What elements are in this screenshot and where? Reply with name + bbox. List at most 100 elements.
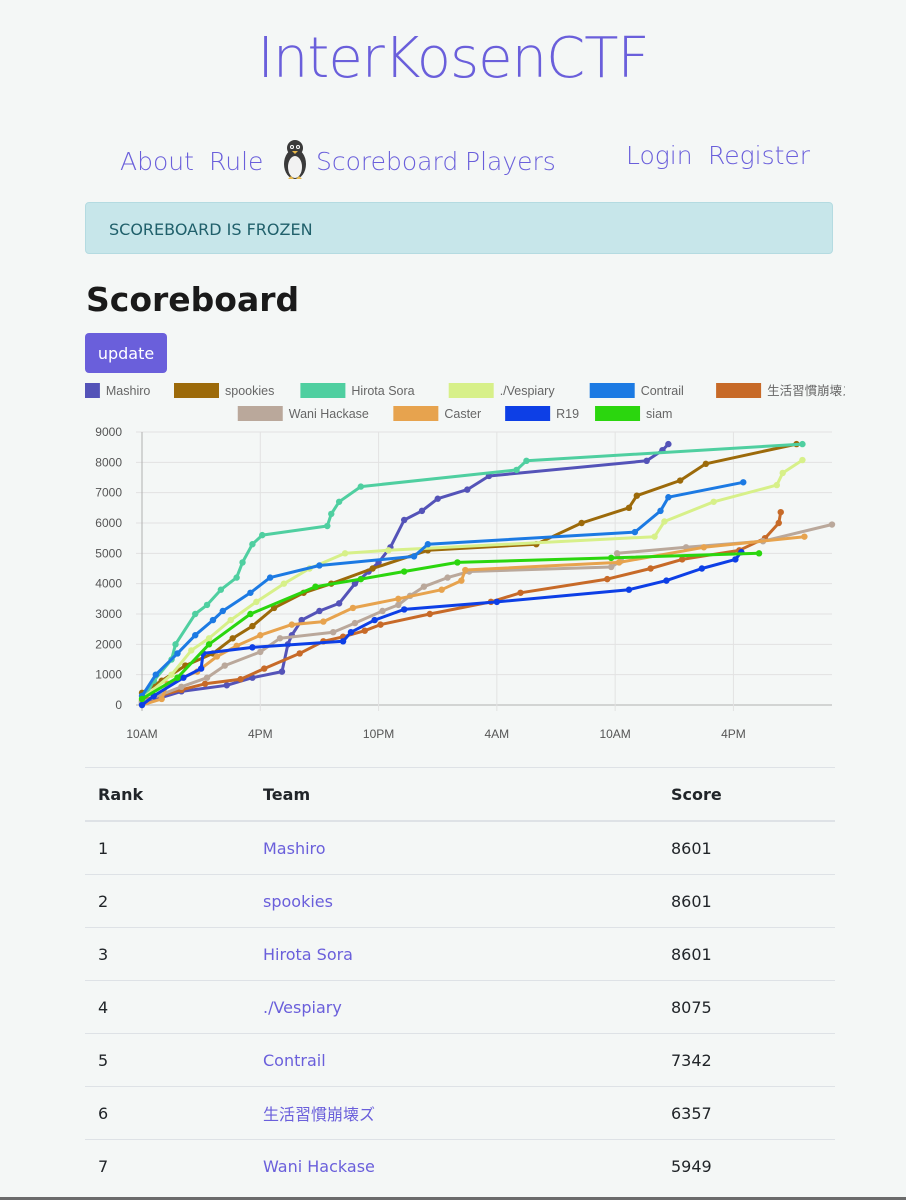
data-point [777,508,784,516]
rank-cell: 1 [85,820,250,875]
data-point [237,676,244,683]
score-chart: Mashiro spookies Hirota Sora ./Vespiary Cont… [85,383,845,741]
nav-login-link[interactable]: Login [626,141,693,170]
team-link[interactable]: Mashiro [263,838,326,858]
site-title: InterKosenCTF [257,26,649,91]
series-group [138,548,745,709]
rank-cell: 6 [85,1086,250,1140]
legend-label: R19 [556,407,579,421]
nav-scoreboard-link[interactable]: Scoreboard [316,147,459,176]
legend-swatch [85,383,100,398]
team-link[interactable]: 生活習慣崩壊ズ [263,1105,376,1124]
legend-swatch [237,406,283,421]
data-point [444,574,451,581]
data-point [369,565,376,572]
series-group [138,550,763,703]
x-tick-label: 10PM [363,727,394,741]
data-point [438,586,445,593]
data-point [661,518,668,525]
data-point [351,619,359,627]
data-point [227,616,234,624]
window-bottom-edge [0,1197,906,1200]
legend-label: spookies [225,384,274,398]
team-link[interactable]: Hirota Sora [263,944,353,964]
data-point [174,674,181,681]
y-tick-label: 9000 [95,425,122,439]
team-cell: Wani Hackase [250,1139,658,1192]
legend-swatch [589,383,635,398]
team-header: Team [250,767,658,822]
legend-swatch [716,383,762,398]
data-point [604,575,611,583]
data-point [513,466,520,474]
data-point [205,641,213,648]
table-row: 2 spookies 8601 [85,874,835,928]
series-line [141,551,760,701]
data-point [239,559,246,566]
update-button[interactable]: update [85,333,167,373]
team-link[interactable]: Contrail [263,1050,326,1070]
data-point [324,522,331,530]
legend-swatch [505,406,551,421]
data-point [395,595,402,603]
x-tick-label: 4AM [485,727,510,741]
team-cell: 生活習慣崩壊ズ [250,1086,658,1140]
data-point [357,483,365,490]
series-line [141,458,804,701]
data-point [678,556,686,563]
team-link[interactable]: spookies [263,891,333,911]
data-point [493,598,501,606]
team-cell: spookies [250,874,658,928]
data-point [247,610,254,618]
data-point [698,565,706,572]
data-point [213,653,221,660]
nav-about-link[interactable]: About [120,147,194,176]
data-point [665,494,672,501]
data-point [259,531,266,539]
data-point [625,586,633,593]
data-point [828,521,836,528]
data-point [233,642,240,650]
data-point [201,680,209,687]
legend-label: Wani Hackase [289,407,369,421]
team-link[interactable]: ./Vespiary [263,997,342,1017]
table-row: 7 Wani Hackase 5949 [85,1139,835,1192]
data-point [203,601,211,609]
table-row: 3 Hirota Sora 8601 [85,927,835,981]
data-point [710,498,717,505]
score-header: Score [658,767,835,822]
data-point [799,440,806,448]
data-point [253,598,260,606]
y-tick-label: 7000 [95,486,122,500]
data-point [801,533,808,540]
data-point [401,606,408,613]
data-point [138,695,146,703]
data-point [420,583,428,590]
data-point [578,519,585,527]
data-point [330,629,337,636]
rank-header: Rank [85,767,250,822]
data-point [732,556,739,563]
data-point [633,492,641,499]
nav-rule-link[interactable]: Rule [209,147,264,176]
data-point [174,650,181,657]
rank-cell: 5 [85,1033,250,1087]
nav-register-link[interactable]: Register [708,141,811,170]
team-link[interactable]: Wani Hackase [263,1156,375,1176]
rank-cell: 4 [85,980,250,1034]
data-point [192,632,199,639]
data-point [205,635,213,642]
data-point [608,554,615,562]
data-point [349,604,357,612]
nav-players-link[interactable]: Players [465,147,556,176]
legend-label: siam [646,407,672,421]
data-point [257,648,264,656]
data-point [401,568,408,575]
y-tick-label: 4000 [95,577,122,591]
data-point [261,665,268,672]
data-point [523,457,530,465]
score-cell: 8601 [658,874,835,928]
legend-label: Mashiro [106,384,151,398]
data-point [462,566,469,574]
y-tick-label: 6000 [95,516,122,530]
